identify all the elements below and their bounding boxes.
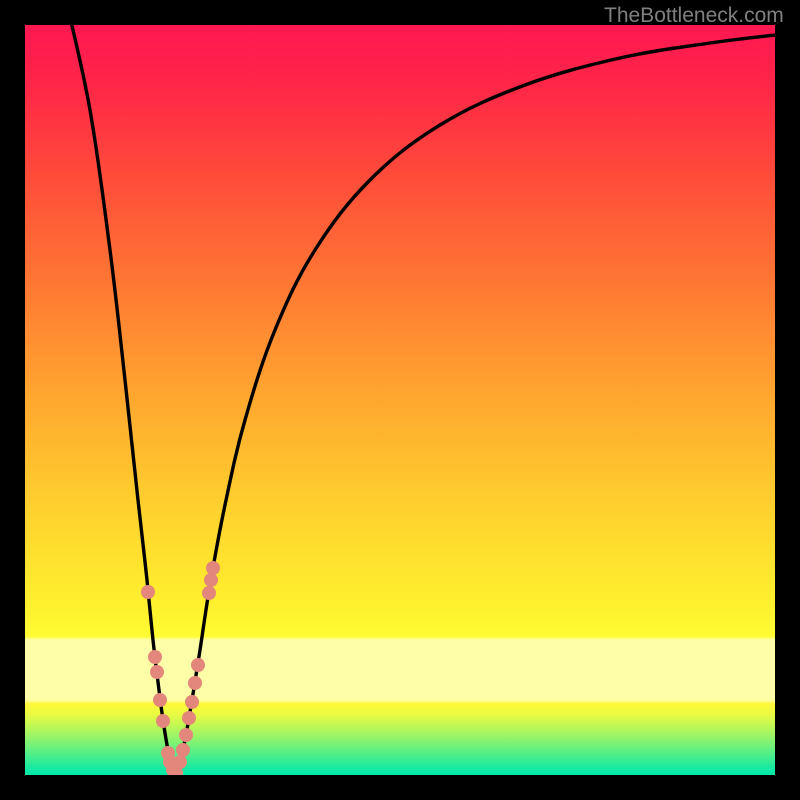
marker-point — [202, 586, 216, 600]
marker-point — [153, 693, 167, 707]
marker-point — [191, 658, 205, 672]
marker-point — [179, 728, 193, 742]
gradient-background — [25, 25, 775, 775]
marker-point — [156, 714, 170, 728]
marker-point — [141, 585, 155, 599]
marker-point — [176, 743, 190, 757]
marker-point — [185, 695, 199, 709]
marker-point — [188, 676, 202, 690]
marker-point — [148, 650, 162, 664]
chart-canvas: TheBottleneck.com — [0, 0, 800, 800]
marker-point — [173, 755, 187, 769]
chart-svg — [0, 0, 800, 800]
marker-point — [204, 573, 218, 587]
marker-point — [150, 665, 164, 679]
watermark-text: TheBottleneck.com — [604, 4, 784, 28]
marker-point — [206, 561, 220, 575]
marker-point — [182, 711, 196, 725]
